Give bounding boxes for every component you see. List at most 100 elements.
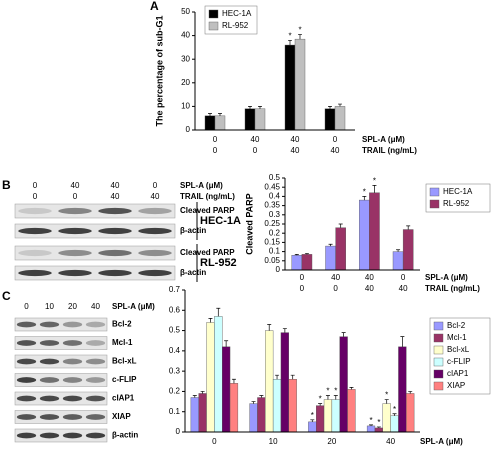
- blot-strip: [14, 265, 176, 281]
- blot-strip: [14, 223, 176, 239]
- error-bar: [338, 103, 342, 107]
- blot-band: [138, 207, 172, 215]
- x-axis-label: SPL-A (μM): [425, 273, 468, 282]
- blot-band: [39, 321, 60, 328]
- blot-row-label: Cleaved PARP: [180, 248, 235, 257]
- blot-band: [16, 432, 37, 439]
- bar: [406, 393, 415, 433]
- blot-band: [85, 340, 106, 346]
- legend-label: RL-952: [443, 199, 470, 208]
- x-tick-label: 0: [213, 135, 218, 144]
- blot-band: [39, 414, 60, 420]
- blot-strip: [14, 354, 108, 369]
- blot-strip: [14, 203, 176, 219]
- blot-band: [16, 358, 37, 365]
- error-bar: [341, 332, 346, 337]
- bar: [301, 254, 313, 271]
- legend-label: c-FLIP: [447, 357, 471, 366]
- y-tick-label: 0.7: [169, 285, 181, 294]
- y-tick-label: 0: [176, 427, 181, 436]
- bar: [402, 229, 414, 271]
- legend-label: Bcl-xL: [447, 345, 470, 354]
- x-tick-label: 0: [213, 146, 218, 155]
- blot-band: [39, 377, 60, 383]
- blot-band: [18, 207, 52, 215]
- y-tick-label: 0.35: [264, 201, 280, 210]
- significance-star: *: [385, 391, 388, 400]
- x-tick-label: 20: [327, 437, 336, 446]
- blot-band: [62, 432, 83, 439]
- x-tick-label: 40: [291, 146, 300, 155]
- x-tick-label: 0: [300, 273, 305, 282]
- error-bar: [392, 413, 397, 416]
- blot-band: [85, 414, 106, 420]
- x-axis-label: SPL-A (μM): [420, 437, 463, 446]
- blot-band: [98, 207, 132, 215]
- error-bar: [224, 340, 229, 347]
- bar: [244, 108, 256, 131]
- error-bar: [328, 106, 332, 109]
- legend-box: [429, 317, 491, 395]
- blot-row-label: β-actin: [180, 226, 206, 235]
- y-tick-label: 0.3: [169, 366, 181, 375]
- error-bar: [369, 424, 374, 426]
- x-tick-label: 40: [399, 284, 408, 293]
- blot-band: [62, 340, 83, 346]
- legend-swatch: [208, 9, 219, 19]
- lane-label: 40: [111, 192, 120, 201]
- lane-label: 40: [91, 302, 100, 311]
- error-bar: [318, 403, 323, 406]
- bar: [323, 399, 333, 433]
- bar: [308, 421, 317, 433]
- y-tick-label: 10: [181, 102, 190, 111]
- significance-star: *: [298, 26, 301, 35]
- error-bar: [251, 401, 256, 404]
- blot-row-label: Bcl-2: [112, 320, 132, 329]
- blot-band: [39, 432, 60, 439]
- significance-star: *: [326, 387, 329, 396]
- y-tick-label: 0: [186, 125, 191, 134]
- bar: [280, 332, 289, 433]
- legend-swatch: [433, 345, 444, 355]
- bar: [334, 106, 346, 131]
- bar: [392, 251, 404, 271]
- x-tick-label: 40: [365, 284, 374, 293]
- x-tick-label: 0: [401, 273, 406, 282]
- bar: [222, 346, 231, 433]
- lane-label: 40: [111, 181, 120, 190]
- error-bar: [231, 378, 236, 384]
- error-bar: [338, 223, 343, 228]
- bar: [291, 255, 303, 271]
- bar: [284, 44, 296, 131]
- error-bar: [372, 185, 377, 193]
- y-tick-label: 0.2: [169, 387, 181, 396]
- lane-header: TRAIL (ng/mL): [180, 192, 235, 201]
- y-tick-label: 20: [181, 78, 190, 87]
- legend-swatch: [429, 199, 440, 209]
- y-tick-label: 50: [181, 7, 190, 16]
- significance-star: *: [369, 416, 372, 425]
- blot-row-label: cIAP1: [112, 394, 135, 403]
- error-bar: [267, 324, 272, 331]
- blot-band: [62, 395, 83, 402]
- y-tick-label: 0.1: [269, 247, 281, 256]
- legend-swatch: [433, 333, 444, 343]
- blot-strip: [14, 391, 108, 406]
- blot-row-label: Mcl-1: [112, 338, 133, 347]
- blot-band: [39, 395, 60, 402]
- error-bar: [310, 419, 315, 422]
- legend-swatch: [433, 369, 444, 379]
- bar: [369, 192, 380, 271]
- blot-band: [58, 227, 92, 235]
- blot-band: [58, 207, 92, 215]
- error-bar: [298, 34, 302, 40]
- error-bar: [325, 395, 330, 400]
- bar: [366, 425, 376, 433]
- legend-label: cIAP1: [447, 369, 469, 378]
- bar: [214, 115, 226, 131]
- y-tick-label: 0.5: [169, 326, 181, 335]
- bar: [390, 415, 399, 433]
- error-bar: [328, 243, 333, 247]
- lane-header: SPL-A (μM): [112, 302, 155, 311]
